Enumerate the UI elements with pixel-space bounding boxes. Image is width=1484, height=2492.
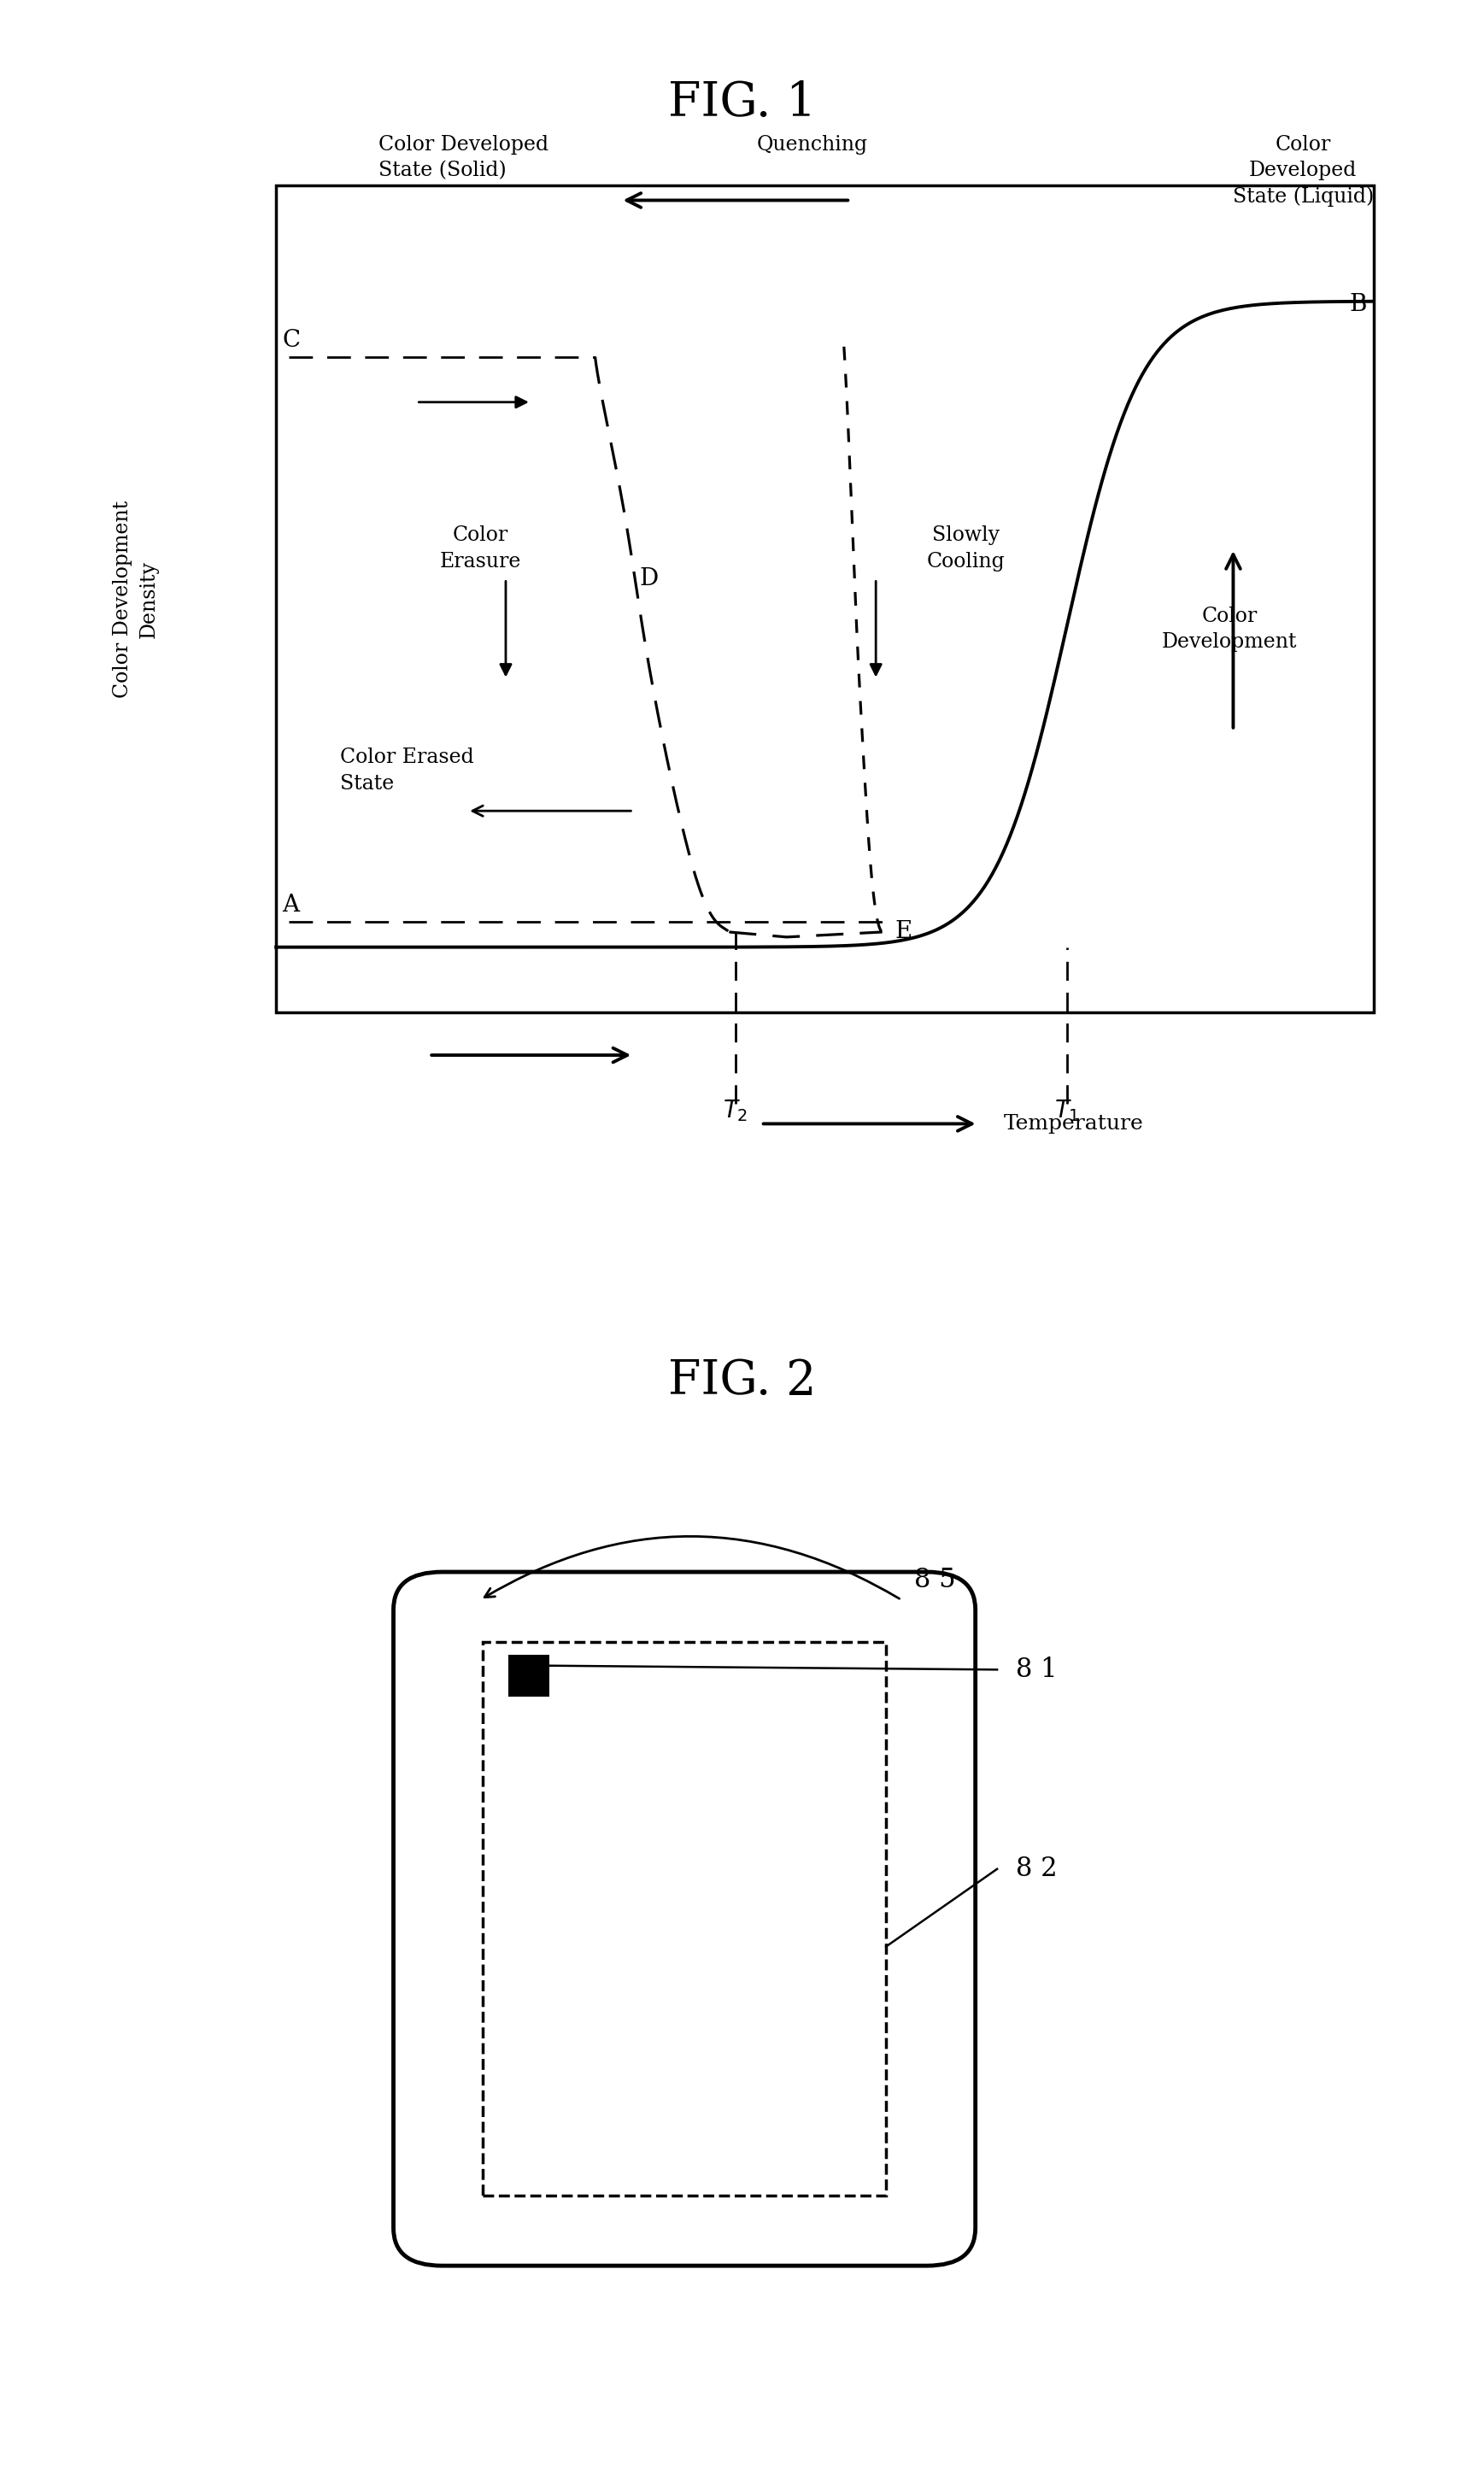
Text: $T_2$: $T_2$ — [723, 1099, 748, 1124]
Text: Color
Developed
State (Liquid): Color Developed State (Liquid) — [1232, 135, 1374, 207]
Text: $T_1$: $T_1$ — [1055, 1099, 1080, 1124]
Text: D: D — [640, 568, 659, 591]
Text: Color
Erasure: Color Erasure — [439, 526, 521, 571]
Text: FIG. 1: FIG. 1 — [668, 80, 816, 127]
Bar — [482, 1642, 886, 2195]
Text: C: C — [282, 329, 300, 351]
Text: 8 2: 8 2 — [1017, 1857, 1058, 1881]
Text: E: E — [895, 920, 913, 944]
Text: Color Erased
State: Color Erased State — [340, 748, 473, 792]
Text: B: B — [1349, 294, 1367, 316]
Text: 8 1: 8 1 — [1017, 1657, 1058, 1682]
Text: Slowly
Cooling: Slowly Cooling — [928, 526, 1005, 571]
Polygon shape — [509, 1655, 549, 1697]
Text: 8 5: 8 5 — [914, 1567, 956, 1592]
Text: FIG. 2: FIG. 2 — [668, 1358, 816, 1405]
Text: Temperature: Temperature — [1003, 1114, 1143, 1134]
Text: Color Development
Density: Color Development Density — [113, 501, 159, 698]
Text: Quenching: Quenching — [757, 135, 868, 155]
Text: Color Developed
State (Solid): Color Developed State (Solid) — [378, 135, 548, 179]
Text: A: A — [282, 895, 300, 917]
Bar — [276, 184, 1374, 1012]
Text: Color
Development: Color Development — [1162, 606, 1297, 653]
